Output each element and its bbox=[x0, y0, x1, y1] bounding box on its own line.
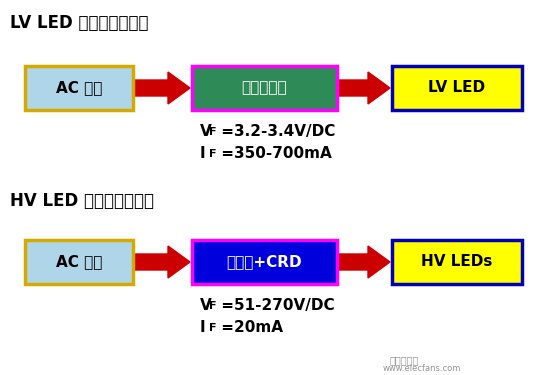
Text: F: F bbox=[209, 301, 216, 311]
Text: 驱动恒流源: 驱动恒流源 bbox=[241, 81, 287, 96]
Text: =3.2-3.4V/DC: =3.2-3.4V/DC bbox=[216, 124, 335, 139]
Text: V: V bbox=[200, 298, 212, 313]
FancyBboxPatch shape bbox=[192, 66, 337, 110]
Text: LV LED 灯具电路方案：: LV LED 灯具电路方案： bbox=[10, 14, 149, 32]
Polygon shape bbox=[339, 72, 390, 104]
Text: HV LED 灯具电路方案：: HV LED 灯具电路方案： bbox=[10, 192, 154, 210]
Text: AC 市电: AC 市电 bbox=[56, 81, 102, 96]
Text: www.elecfans.com: www.elecfans.com bbox=[383, 364, 461, 373]
FancyBboxPatch shape bbox=[25, 66, 133, 110]
Text: F: F bbox=[209, 149, 216, 159]
Text: 电子发烧友: 电子发烧友 bbox=[390, 355, 419, 365]
Text: F: F bbox=[209, 323, 216, 333]
FancyBboxPatch shape bbox=[392, 240, 522, 284]
Text: HV LEDs: HV LEDs bbox=[421, 255, 492, 270]
Text: I: I bbox=[200, 146, 206, 161]
Text: AC 市电: AC 市电 bbox=[56, 255, 102, 270]
FancyBboxPatch shape bbox=[192, 240, 337, 284]
FancyBboxPatch shape bbox=[392, 66, 522, 110]
Text: V: V bbox=[200, 124, 212, 139]
Text: =20mA: =20mA bbox=[216, 320, 283, 335]
Text: F: F bbox=[209, 127, 216, 137]
FancyBboxPatch shape bbox=[25, 240, 133, 284]
Text: =51-270V/DC: =51-270V/DC bbox=[216, 298, 335, 313]
Polygon shape bbox=[135, 72, 190, 104]
Text: 整流桥+CRD: 整流桥+CRD bbox=[227, 255, 302, 270]
Polygon shape bbox=[135, 246, 190, 278]
Text: I: I bbox=[200, 320, 206, 335]
Text: LV LED: LV LED bbox=[428, 81, 486, 96]
Text: =350-700mA: =350-700mA bbox=[216, 146, 331, 161]
Polygon shape bbox=[339, 246, 390, 278]
